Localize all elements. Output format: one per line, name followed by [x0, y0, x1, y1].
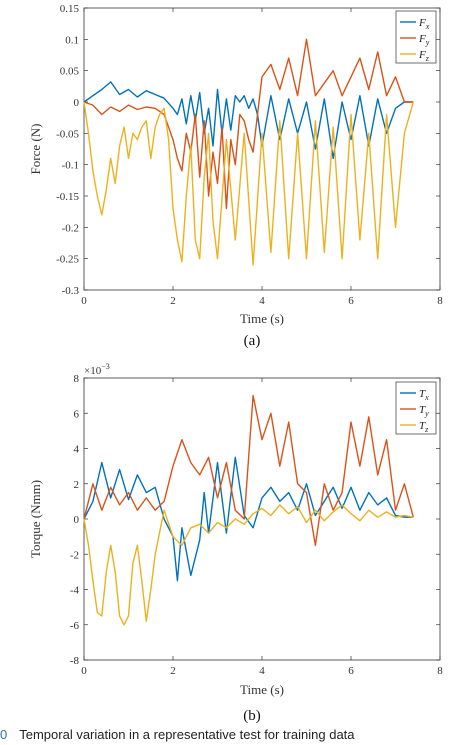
force-panel-label: (a) [244, 333, 261, 349]
force-y-tick-label: -0.15 [56, 191, 79, 203]
torque-y-tick-label: 0 [74, 514, 80, 526]
force-series-group [83, 38, 414, 266]
force-y-tick-label: -0.3 [62, 285, 80, 297]
torque-y-tick-label: -2 [70, 549, 79, 561]
force-legend-box [395, 10, 437, 64]
force-plot-frame [83, 7, 441, 291]
force-y-tick-label: 0.15 [60, 3, 80, 15]
force-chart: 0 2 4 6 8 -0.3 -0.25 -0.2 -0.15 -0.1 -0.05 0 0.05 0.1… [28, 3, 443, 349]
force-x-tick-label: 4 [259, 295, 265, 307]
torque-x-tick-label: 2 [170, 665, 176, 677]
torque-tick-group: 0 2 4 6 8 -8 -6 -4 -2 0 2 4 6 8 [70, 373, 443, 677]
torque-legend-label: Tz [419, 420, 429, 434]
force-x-tick-label: 6 [348, 295, 354, 307]
force-tick-group: 0 2 4 6 8 -0.3 -0.25 -0.2 -0.15 -0.1 -0.05 0 0.05 0.1… [56, 3, 443, 307]
force-y-axis-label: Force (N) [28, 124, 43, 175]
torque-x-tick-label: 8 [437, 665, 443, 677]
force-legend-label: Fz [418, 49, 430, 63]
torque-y-tick-label: -8 [70, 655, 80, 667]
torque-y-tick-label: 8 [74, 373, 80, 385]
figure-caption-text: Temporal variation in a representative t… [19, 727, 355, 742]
torque-series-t-y [83, 394, 414, 547]
torque-y-tick-label: 4 [74, 444, 80, 456]
torque-x-tick-label: 4 [259, 665, 265, 677]
torque-y-tick-label: 6 [74, 408, 80, 420]
force-x-axis-label: Time (s) [240, 311, 284, 326]
figure-caption-number: 0 [0, 727, 8, 742]
torque-legend: Tx Ty Tz [395, 381, 437, 435]
torque-legend-label: Ty [419, 404, 429, 418]
torque-panel-label: (b) [243, 708, 261, 724]
force-y-tick-label: 0.05 [60, 66, 80, 78]
force-y-tick-label: -0.25 [56, 254, 79, 266]
force-series-f-y [83, 38, 414, 210]
torque-y-tick-label: -6 [70, 620, 80, 632]
torque-y-axis-label: Torque (Nmm) [28, 480, 43, 558]
force-legend: Fx Fy Fz [395, 10, 437, 64]
figure-caption: 0 Temporal variation in a representative … [0, 727, 474, 745]
force-y-tick-label: -0.05 [56, 128, 79, 140]
torque-series-t-z [83, 504, 414, 626]
torque-legend-label: Tx [419, 388, 429, 402]
figure: 0 2 4 6 8 -0.3 -0.25 -0.2 -0.15 -0.1 -0.05 0 0.05 0.1… [28, 3, 443, 724]
torque-x-tick-label: 6 [348, 665, 354, 677]
torque-axis-exponent: ×10−3 [84, 362, 110, 377]
torque-plot-frame [83, 377, 441, 661]
force-x-tick-label: 0 [81, 295, 87, 307]
force-y-tick-label: 0.1 [65, 34, 79, 46]
force-x-tick-label: 2 [170, 295, 176, 307]
torque-y-tick-label: 2 [74, 479, 80, 491]
force-y-tick-label: -0.1 [62, 160, 79, 172]
torque-legend-box [395, 381, 437, 435]
force-series-f-x [83, 81, 414, 160]
force-y-tick-label: 0 [74, 97, 80, 109]
torque-x-tick-label: 0 [81, 665, 87, 677]
force-y-tick-label: -0.2 [62, 222, 79, 234]
torque-x-axis-label: Time (s) [240, 682, 284, 697]
torque-y-tick-label: -4 [70, 585, 80, 597]
force-legend-label: Fx [418, 17, 430, 31]
torque-series-t-x [83, 456, 414, 582]
force-x-tick-label: 8 [437, 295, 443, 307]
torque-chart: 0 2 4 6 8 -8 -6 -4 -2 0 2 4 6 8 ×10−3 Tx Ty Tz Time (s)… [28, 362, 443, 724]
force-legend-label: Fy [418, 33, 430, 47]
force-series-f-z [83, 101, 414, 266]
torque-series-group [83, 394, 414, 626]
